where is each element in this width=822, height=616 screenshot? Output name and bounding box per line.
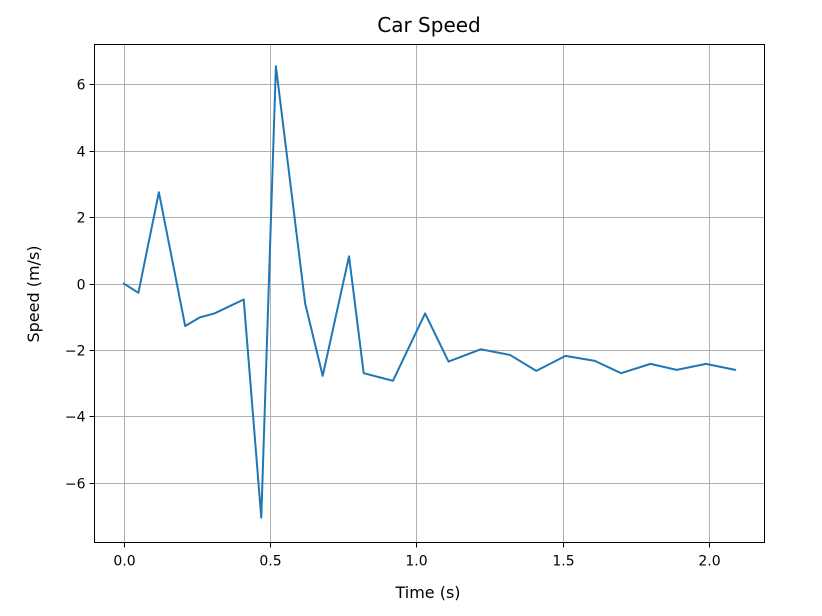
y-tick-label: 6 [77,78,86,94]
x-tick-label: 1.5 [552,554,574,570]
y-tick-label: −4 [65,410,86,426]
grid [94,44,765,543]
y-tick-label: 2 [77,211,86,227]
x-axis-label: Time (s) [394,583,460,602]
series-line-0 [122,65,737,519]
y-tick-label: −6 [65,477,86,493]
x-tick-label: 0.0 [113,554,135,570]
y-tick-label: 0 [77,278,86,294]
chart-title: Car Speed [377,13,481,37]
x-tick-label: 1.0 [405,554,427,570]
series-layer [122,65,737,519]
y-axis-label: Speed (m/s) [24,245,43,342]
y-tick-label: 4 [77,145,86,161]
axis-ticks: 0.0 0.5 1.0 1.5 2.0 −6 −4 −2 0 2 4 6 [65,78,721,570]
plot-frame [94,44,765,543]
x-tick-label: 2.0 [698,554,720,570]
x-tick-label: 0.5 [259,554,281,570]
y-tick-label: −2 [65,344,86,360]
